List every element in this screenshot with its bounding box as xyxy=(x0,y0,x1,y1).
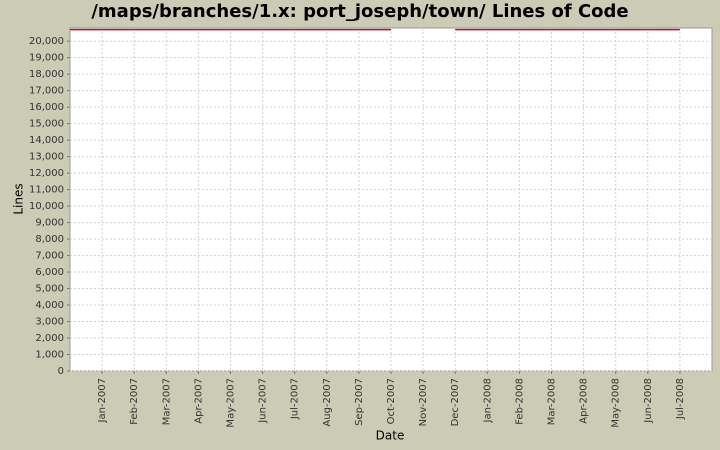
chart-title: /maps/branches/1.x: port_joseph/town/ Li… xyxy=(91,1,628,22)
x-tick-label: Mar-2008 xyxy=(547,378,558,425)
y-tick-label: 17,000 xyxy=(29,86,64,97)
y-tick-label: 0 xyxy=(58,366,64,377)
x-tick-label: Feb-2008 xyxy=(514,378,525,425)
y-tick-label: 8,000 xyxy=(35,234,64,245)
x-tick-label: May-2008 xyxy=(611,378,622,428)
x-tick-label: Jan-2008 xyxy=(482,378,493,423)
y-tick-label: 15,000 xyxy=(29,119,64,130)
y-tick-label: 7,000 xyxy=(35,251,64,262)
y-tick-label: 14,000 xyxy=(29,135,64,146)
y-tick-label: 19,000 xyxy=(29,53,64,64)
x-tick-label: Jan-2007 xyxy=(97,378,108,423)
y-tick-label: 18,000 xyxy=(29,69,64,80)
x-tick-label: Aug-2007 xyxy=(322,378,333,427)
x-tick-label: Oct-2007 xyxy=(386,378,397,424)
y-tick-label: 16,000 xyxy=(29,102,64,113)
y-tick-label: 1,000 xyxy=(35,350,64,361)
x-tick-label: May-2007 xyxy=(226,378,237,428)
y-tick-label: 5,000 xyxy=(35,284,64,295)
y-tick-label: 10,000 xyxy=(29,201,64,212)
x-tick-label: Feb-2007 xyxy=(129,378,140,425)
x-tick-label: Apr-2008 xyxy=(579,378,590,424)
x-tick-label: Nov-2007 xyxy=(418,378,429,426)
x-tick-label: Jul-2008 xyxy=(675,378,686,420)
x-axis-label: Date xyxy=(376,429,405,443)
x-tick-label: Apr-2007 xyxy=(193,378,204,424)
x-tick-label: Jun-2007 xyxy=(258,378,269,424)
y-tick-label: 12,000 xyxy=(29,168,64,179)
y-tick-label: 11,000 xyxy=(29,185,64,196)
y-tick-label: 6,000 xyxy=(35,267,64,278)
x-tick-label: Jun-2008 xyxy=(643,378,654,424)
x-tick-label: Sep-2007 xyxy=(354,378,365,426)
y-tick-label: 2,000 xyxy=(35,333,64,344)
x-tick-label: Dec-2007 xyxy=(450,378,461,426)
x-tick-label: Mar-2007 xyxy=(161,378,172,425)
y-tick-label: 4,000 xyxy=(35,300,64,311)
y-tick-label: 20,000 xyxy=(29,36,64,47)
y-tick-label: 9,000 xyxy=(35,218,64,229)
y-tick-label: 13,000 xyxy=(29,152,64,163)
y-axis-label: Lines xyxy=(12,183,26,214)
y-tick-label: 3,000 xyxy=(35,317,64,328)
plot-area xyxy=(69,27,713,372)
x-tick-label: Jul-2007 xyxy=(290,378,301,420)
